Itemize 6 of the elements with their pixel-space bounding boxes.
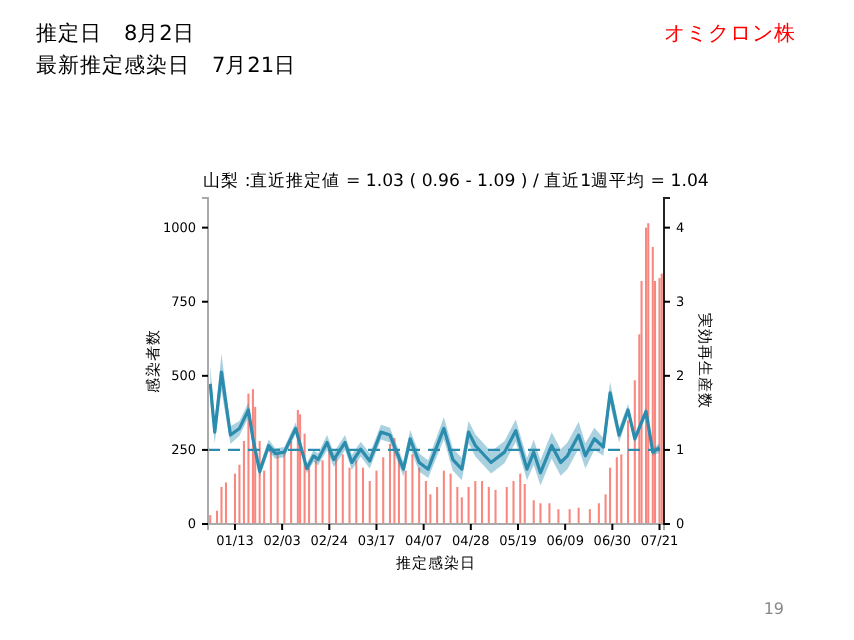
text: 推定日 8月2日 bbox=[36, 20, 195, 46]
text: 最新推定感染日 7月21日 bbox=[36, 52, 297, 78]
line-series bbox=[208, 370, 662, 475]
chart-title: 山梨 :直近推定値 = 1.03 ( 0.96 - 1.09 ) / 直近1週平均 = 1.04 bbox=[203, 170, 709, 192]
text: オミクロン株 bbox=[664, 20, 796, 46]
text: 19 bbox=[763, 600, 784, 618]
